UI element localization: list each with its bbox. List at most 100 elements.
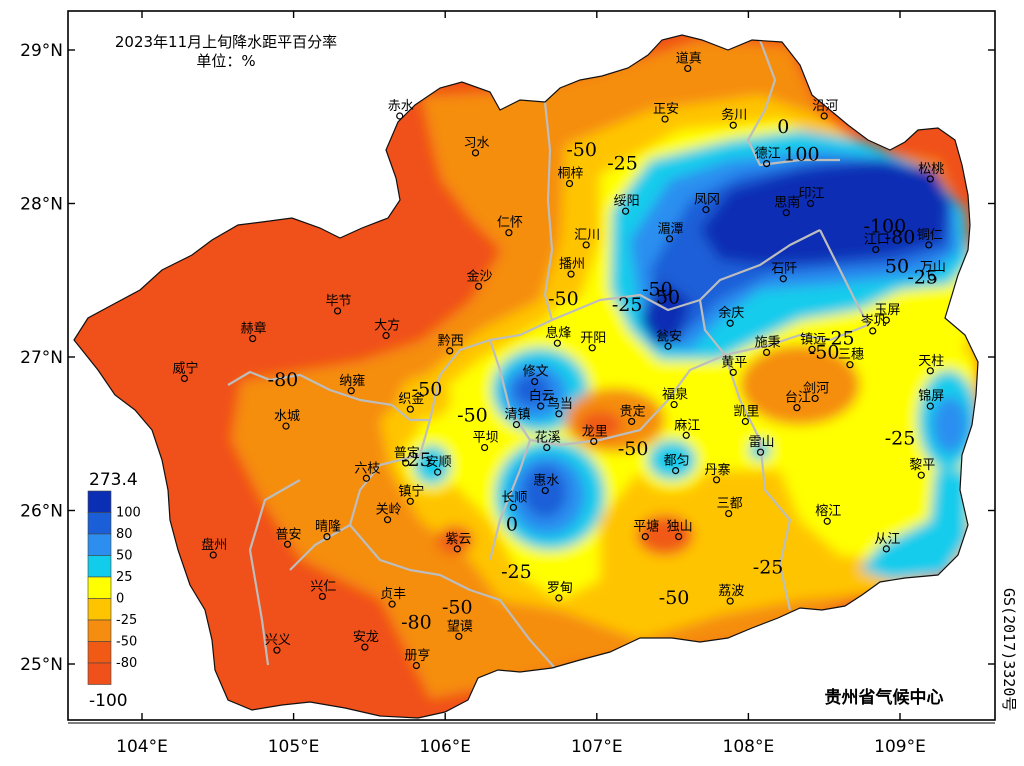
station-dot [543,443,551,452]
station: 兴仁 [310,579,336,601]
field-region [700,160,950,265]
station-dot [869,327,877,335]
lat-tick-label: 27°N [20,348,63,368]
lat-tick-label: 26°N [20,502,63,522]
station: 安龙 [353,630,379,651]
field-region [860,470,970,580]
station-dot [582,241,590,249]
station-dot [333,307,342,315]
lat-tick-label: 28°N [20,195,63,215]
station: 乌当 [547,396,573,418]
lat-tick-label: 29°N [20,41,63,61]
field-region [637,515,693,555]
station: 罗甸 [547,581,573,602]
station-name: 镇宁 [398,483,424,499]
legend-swatch-base [87,662,112,685]
contour-value-label: -25 [501,561,532,583]
station-name: 独山 [667,520,693,535]
station-dot [926,402,934,410]
boundary-line [391,404,430,422]
field-region [414,445,450,485]
title-line-1: 2023年11月上旬降水距平百分率 [115,33,337,51]
legend-level-label: -80 [116,656,137,671]
station-name: 威宁 [172,360,198,376]
station-name: 榕江 [815,504,841,519]
station-dot [474,282,483,290]
station: 镇宁 [398,483,424,505]
station: 白云 [529,388,555,410]
station-dot [383,516,392,524]
station-name: 三穗 [838,348,864,363]
contour-value-label: -50 [642,279,673,301]
contour-value-label: -25 [885,427,916,449]
station-name: 水城 [274,409,300,424]
station-dot [726,597,734,605]
station-name: 镇远 [800,332,826,347]
contour-value-label: -25 [753,556,784,578]
contour-value-label: -25 [612,294,643,316]
field-region [514,374,550,406]
station-name: 赤水 [388,99,414,114]
lon-tick-label: 108°E [723,737,775,757]
station: 紫云 [445,532,471,553]
station-name: 播州 [559,257,585,272]
station: 凤冈 [694,193,720,214]
station-name: 修文 [523,365,549,380]
station-name: 凤冈 [694,193,720,208]
station-dot [590,437,598,446]
station: 开阳 [580,331,606,352]
station-dot [347,387,355,395]
contour-value-label: -25 [607,153,638,175]
station-dot [555,594,563,602]
station: 瓮安 [656,329,682,350]
station-dot [531,377,539,386]
station-name: 锦屏 [918,389,944,404]
station-dot [665,235,674,243]
contour-value-label: 50 [656,286,680,308]
station: 铜仁 [917,228,943,249]
station: 荔波 [718,584,744,605]
field-region [578,411,622,439]
station: 修文 [523,365,549,386]
legend-swatch [87,490,112,513]
station: 黎平 [909,458,935,479]
station-name: 关岭 [376,503,402,518]
station-dot [249,334,257,343]
contour-value-label: -50 [548,288,579,310]
station-dot [811,394,819,403]
station: 沿河 [812,99,838,120]
legend-level-label: 80 [116,527,133,542]
station: 江口 [864,233,890,254]
station-name: 剑河 [803,380,829,396]
map-frame [67,10,996,724]
station: 三穗 [838,348,864,369]
station-dot [588,344,596,352]
boundary-line [349,524,556,669]
station: 桐梓 [558,167,584,188]
station: 施秉 [755,334,781,356]
lon-tick-label: 106°E [419,737,471,757]
station-dot [361,643,369,651]
station-dot [926,175,934,183]
station: 大方 [374,318,400,340]
station-dot [756,448,765,456]
station: 麻江 [674,418,700,439]
station: 六枝 [354,461,380,482]
station-name: 台江 [785,391,811,406]
field-region [640,280,690,345]
station: 务川 [721,107,747,129]
station: 册亨 [404,648,430,670]
station: 福泉 [662,387,688,409]
station-dot [565,179,574,188]
station: 石阡 [771,262,797,283]
station-name: 江口 [864,233,890,248]
legend-swatch [87,619,112,642]
station: 剑河 [803,380,829,403]
station-name: 罗甸 [547,581,573,596]
station: 玉屏 [874,303,900,324]
station-name: 大方 [374,318,400,334]
station-dot [726,319,734,327]
station-dot [782,209,790,217]
